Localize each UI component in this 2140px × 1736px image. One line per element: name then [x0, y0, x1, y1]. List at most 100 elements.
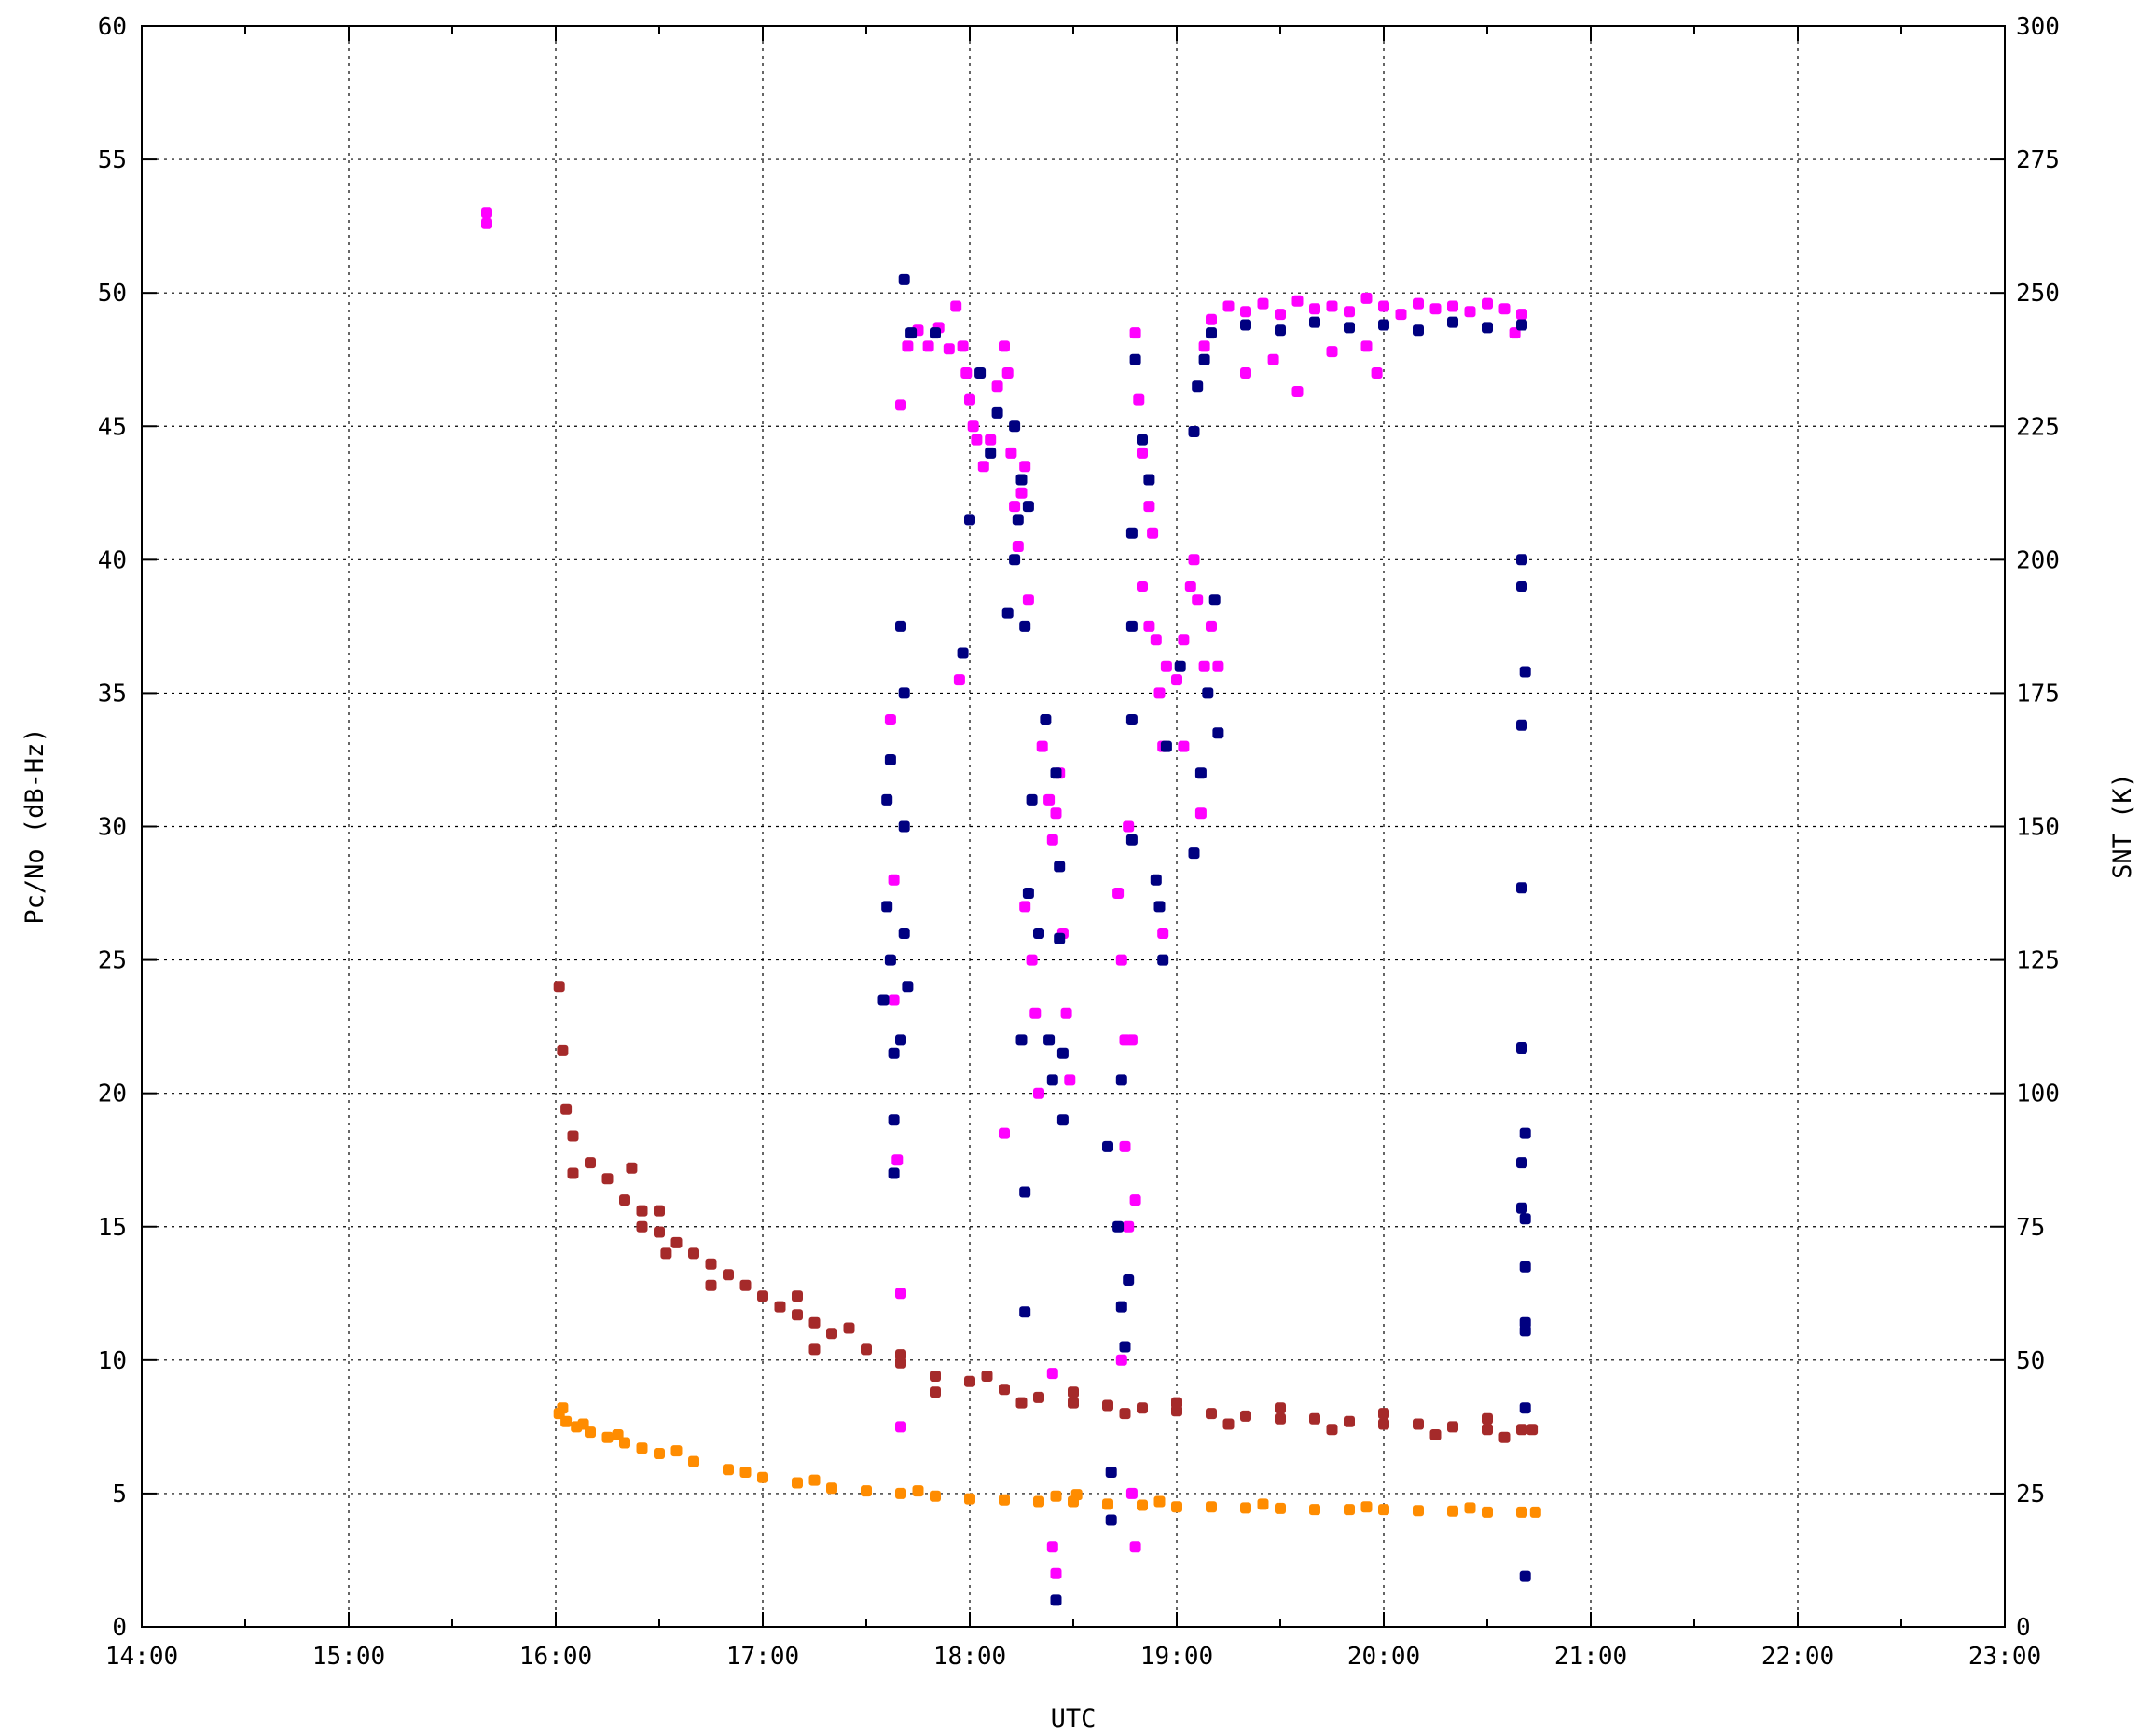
data-point: [567, 1167, 579, 1179]
y2-tick-label: 0: [2016, 1614, 2031, 1642]
data-point: [1198, 353, 1210, 365]
data-point: [1019, 461, 1031, 473]
data-point: [705, 1258, 717, 1270]
data-point: [1033, 1495, 1044, 1508]
data-point: [977, 461, 989, 473]
data-point: [895, 1421, 906, 1433]
data-point: [1482, 1506, 1493, 1518]
data-point: [1326, 346, 1338, 358]
data-point: [1102, 1399, 1113, 1412]
data-point: [991, 406, 1003, 419]
data-point: [1046, 1074, 1058, 1086]
data-point: [930, 327, 941, 339]
y2-tick-label: 225: [2016, 413, 2060, 441]
data-point: [1516, 1202, 1527, 1214]
y2-tick-label: 300: [2016, 13, 2060, 41]
data-point: [1267, 353, 1279, 365]
data-point: [1482, 1412, 1493, 1425]
data-point: [905, 327, 918, 339]
data-point: [670, 1236, 683, 1248]
data-point: [1050, 1567, 1062, 1579]
data-point: [1519, 1402, 1531, 1414]
data-point: [1150, 634, 1162, 646]
data-point: [792, 1290, 803, 1302]
y2-tick-label: 200: [2016, 546, 2060, 574]
series-0: [481, 207, 1527, 1579]
data-point: [739, 1467, 752, 1478]
data-point: [1129, 1541, 1141, 1553]
series-2: [553, 981, 1539, 1443]
data-point: [1115, 1301, 1127, 1313]
data-point: [1046, 1541, 1058, 1553]
data-point: [895, 1288, 906, 1300]
data-point: [1360, 340, 1373, 352]
data-point: [1206, 1501, 1217, 1513]
data-point: [553, 981, 565, 993]
data-point: [1137, 1402, 1148, 1414]
y2-tick-label: 125: [2016, 947, 2060, 975]
data-point: [1129, 353, 1141, 365]
data-point: [881, 793, 893, 806]
data-point: [1519, 666, 1531, 678]
data-point: [1150, 874, 1162, 886]
y-tick-label: 15: [98, 1214, 127, 1242]
data-point: [1153, 901, 1166, 913]
data-point: [1143, 620, 1155, 632]
data-point: [1240, 367, 1251, 379]
data-point: [1153, 687, 1166, 699]
data-point: [1125, 620, 1138, 632]
data-point: [1019, 901, 1031, 913]
data-point: [723, 1464, 734, 1476]
data-point: [1068, 1397, 1079, 1409]
data-point: [1171, 674, 1182, 686]
data-point: [1291, 386, 1304, 397]
data-point: [960, 367, 973, 379]
y-tick-label: 0: [112, 1614, 127, 1642]
data-point: [654, 1448, 665, 1459]
data-point: [1519, 1127, 1531, 1139]
x-tick-label: 21:00: [1554, 1643, 1627, 1671]
data-point: [1309, 1412, 1320, 1425]
data-point: [774, 1301, 786, 1313]
y2-tick-label: 50: [2016, 1347, 2045, 1375]
data-point: [1171, 1501, 1182, 1513]
data-point: [1060, 1007, 1072, 1019]
data-point: [957, 647, 969, 659]
data-point: [1309, 316, 1320, 328]
data-point: [1015, 474, 1028, 486]
data-point: [1344, 1504, 1355, 1516]
data-point: [481, 217, 492, 229]
data-point: [1019, 1186, 1031, 1198]
data-point: [930, 1371, 941, 1382]
data-point: [895, 1487, 906, 1499]
data-point: [884, 954, 896, 966]
data-point: [560, 1415, 573, 1427]
data-point: [1326, 300, 1338, 312]
data-point: [1206, 620, 1217, 632]
x-tick-label: 23:00: [1968, 1643, 2041, 1671]
data-point: [1115, 1354, 1127, 1366]
data-point: [1498, 303, 1511, 315]
x-tick-label: 22:00: [1761, 1643, 1834, 1671]
data-point: [1033, 928, 1044, 939]
data-point: [1516, 1042, 1527, 1054]
data-point: [1015, 487, 1028, 499]
data-point: [1001, 367, 1014, 379]
data-point: [1429, 303, 1442, 315]
data-point: [1447, 1505, 1458, 1517]
data-point: [626, 1162, 638, 1174]
data-point: [1194, 807, 1207, 820]
data-point: [1291, 295, 1304, 307]
data-point: [1429, 1429, 1442, 1440]
data-point: [902, 340, 914, 352]
data-point: [1115, 954, 1127, 966]
data-point: [1447, 316, 1458, 328]
data-point: [1143, 501, 1155, 513]
data-point: [1188, 554, 1200, 566]
data-point: [999, 340, 1010, 352]
x-tick-label: 16:00: [519, 1643, 592, 1671]
data-point: [902, 981, 914, 993]
data-point: [898, 273, 910, 285]
data-point: [950, 300, 962, 312]
data-point: [577, 1418, 589, 1430]
